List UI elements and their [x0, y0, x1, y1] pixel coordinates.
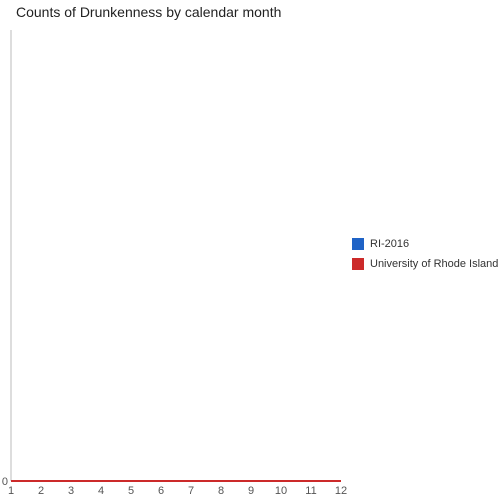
x-tick-label: 3 — [68, 485, 74, 497]
y-tick-label: 0 — [2, 476, 8, 488]
legend-label-uri: University of Rhode Island — [370, 257, 499, 270]
x-tick-label: 5 — [128, 485, 134, 497]
x-tick-label: 2 — [38, 485, 44, 497]
legend-item-ri-2016: RI-2016 — [352, 237, 498, 250]
chart-title: Counts of Drunkenness by calendar month — [16, 4, 282, 20]
x-tick-label: 4 — [98, 485, 104, 497]
legend-swatch-uri — [352, 257, 364, 270]
x-tick-label: 1 — [8, 485, 14, 497]
x-tick-label: 11 — [305, 485, 316, 497]
x-tick-label: 10 — [275, 485, 287, 497]
legend-swatch-ri-2016 — [352, 237, 364, 250]
x-tick-label: 7 — [188, 485, 194, 497]
x-tick-label: 9 — [248, 485, 254, 497]
x-tick-label: 12 — [335, 485, 347, 497]
x-tick-label: 8 — [218, 485, 224, 497]
legend-label-ri-2016: RI-2016 — [370, 237, 410, 250]
x-tick-label: 6 — [158, 485, 164, 497]
legend: RI-2016 University of Rhode Island — [352, 237, 498, 277]
legend-item-uri: University of Rhode Island — [352, 257, 498, 270]
